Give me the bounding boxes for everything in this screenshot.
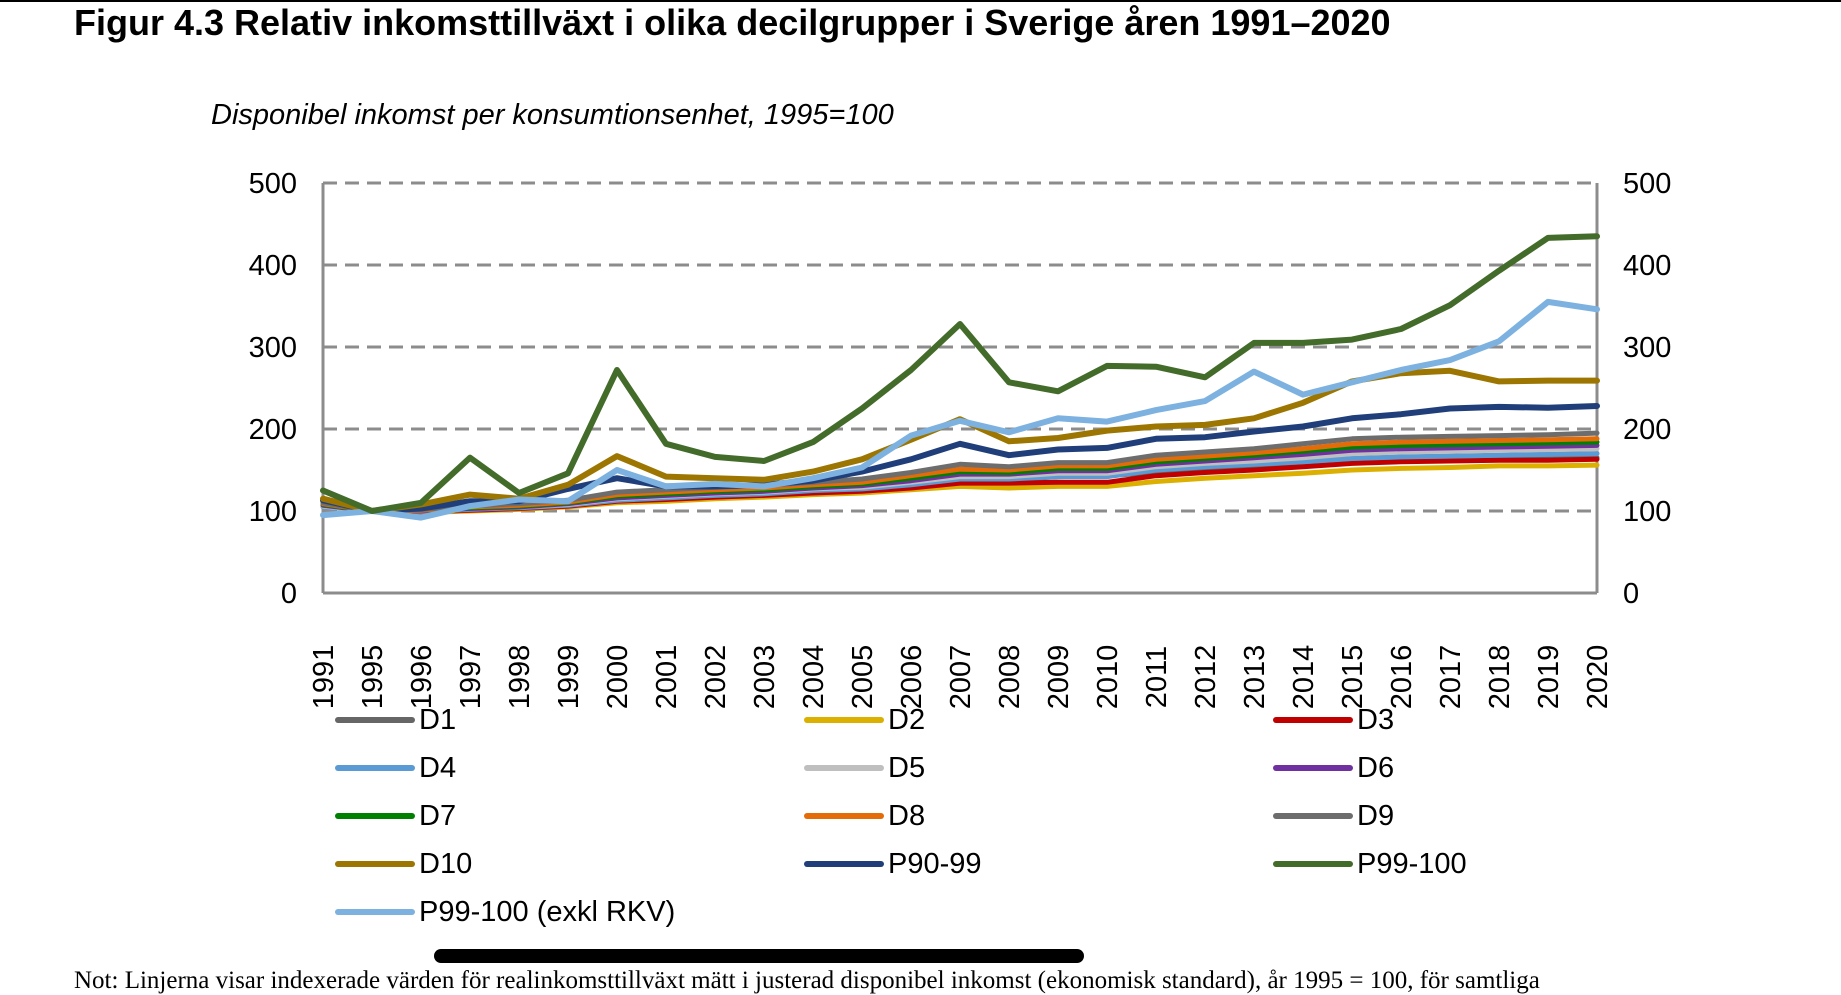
x-tick-label: 2009 [1043,645,1075,710]
legend-swatch [1273,765,1353,771]
legend-item: D1 [335,700,456,740]
y-tick-label-right: 100 [1623,496,1671,528]
legend-swatch [1273,861,1353,867]
legend-swatch [335,717,415,723]
x-tick-label: 2003 [749,645,781,710]
legend-item: D2 [804,700,925,740]
top-border [0,0,1841,2]
legend-label: P90-99 [888,847,982,880]
figure-note: Not: Linjerna visar indexerade värden fö… [74,967,1540,994]
x-tick-label: 1999 [553,645,585,710]
legend-item: D10 [335,844,472,884]
legend-item: D6 [1273,748,1394,788]
y-tick-label-right: 400 [1623,250,1671,282]
x-tick-label: 1997 [455,645,487,710]
y-axis-right-ticks: 0 100 200 300 400 500 [1623,168,1671,610]
legend-item: D9 [1273,796,1394,836]
x-tick-label: 2017 [1435,645,1467,710]
legend-label: D10 [419,847,473,880]
axes [321,183,1599,595]
x-axis-ticks: 1991 1995 1996 1997 1998 1999 2000 2001 2002 2003… [308,645,1614,710]
legend-swatch [1273,717,1353,723]
x-tick-label: 2016 [1386,645,1418,710]
y-tick-label-right: 200 [1623,414,1671,446]
x-tick-label: 2000 [602,645,634,710]
x-tick-label: 2008 [994,645,1026,710]
x-tick-label: 2010 [1092,645,1124,710]
chart-subtitle: Disponibel inkomst per konsumtionsenhet,… [211,99,894,131]
legend-item: P99-100 (exkl RKV) [335,892,675,932]
y-tick-label-left: 100 [249,496,297,528]
legend-label: D8 [888,799,926,832]
legend-label: D2 [888,703,926,736]
legend-item: D7 [335,796,456,836]
y-tick-label-left: 400 [249,250,297,282]
legend-label: D1 [419,703,457,736]
legend-label: D9 [1357,799,1395,832]
y-tick-label-right: 500 [1623,168,1671,200]
legend-label: D3 [1357,703,1395,736]
legend-item: D8 [804,796,925,836]
x-tick-label: 2012 [1190,645,1222,710]
x-tick-label: 2019 [1533,645,1565,710]
x-tick-label: 2018 [1484,645,1516,710]
y-tick-label-left: 0 [281,578,297,610]
legend-label: P99-100 (exkl RKV) [419,895,676,928]
legend-swatch [804,861,884,867]
x-tick-label: 1996 [406,645,438,710]
x-tick-label: 2007 [945,645,977,710]
legend-swatch [804,813,884,819]
legend-item: D5 [804,748,925,788]
y-tick-label-left: 500 [249,168,297,200]
x-tick-label: 2002 [700,645,732,710]
legend-swatch [335,813,415,819]
x-tick-label: 2013 [1239,645,1271,710]
x-tick-label: 2011 [1141,646,1173,708]
y-tick-label-right: 0 [1623,578,1639,610]
x-tick-label: 2020 [1582,645,1614,710]
x-tick-label: 2006 [896,645,928,710]
legend-swatch [1273,813,1353,819]
figure-title: Figur 4.3 Relativ inkomsttillväxt i olik… [74,2,1391,43]
legend-swatch [335,909,415,915]
x-tick-label: 2004 [798,645,830,710]
x-tick-label: 1995 [357,645,389,710]
y-tick-label-left: 200 [249,414,297,446]
legend-label: D6 [1357,751,1395,784]
legend-item: P90-99 [804,844,982,884]
legend-swatch [335,861,415,867]
series-line-p99-100 [320,233,1600,514]
legend-item: D4 [335,748,456,788]
legend-item: P99-100 [1273,844,1467,884]
legend-swatch [804,717,884,723]
legend-label: P99-100 [1357,847,1467,880]
y-tick-label-left: 300 [249,332,297,364]
x-tick-label: 1998 [504,645,536,710]
series-lines [320,233,1600,521]
x-tick-label: 2001 [651,645,683,710]
gridlines [323,181,1597,513]
x-tick-label: 1991 [308,645,340,710]
y-tick-label-right: 300 [1623,332,1671,364]
x-tick-label: 2014 [1288,645,1320,710]
x-tick-label: 2005 [847,645,879,710]
legend-swatch [804,765,884,771]
legend-label: D5 [888,751,926,784]
legend-item: D3 [1273,700,1394,740]
horizontal-scrollbar[interactable] [434,949,1084,963]
legend-label: D7 [419,799,457,832]
y-axis-left-ticks: 0 100 200 300 400 500 [249,168,297,610]
x-tick-label: 2015 [1337,645,1369,710]
series-line-p99-100-exkl-rkv [320,298,1600,521]
legend-label: D4 [419,751,457,784]
legend-swatch [335,765,415,771]
